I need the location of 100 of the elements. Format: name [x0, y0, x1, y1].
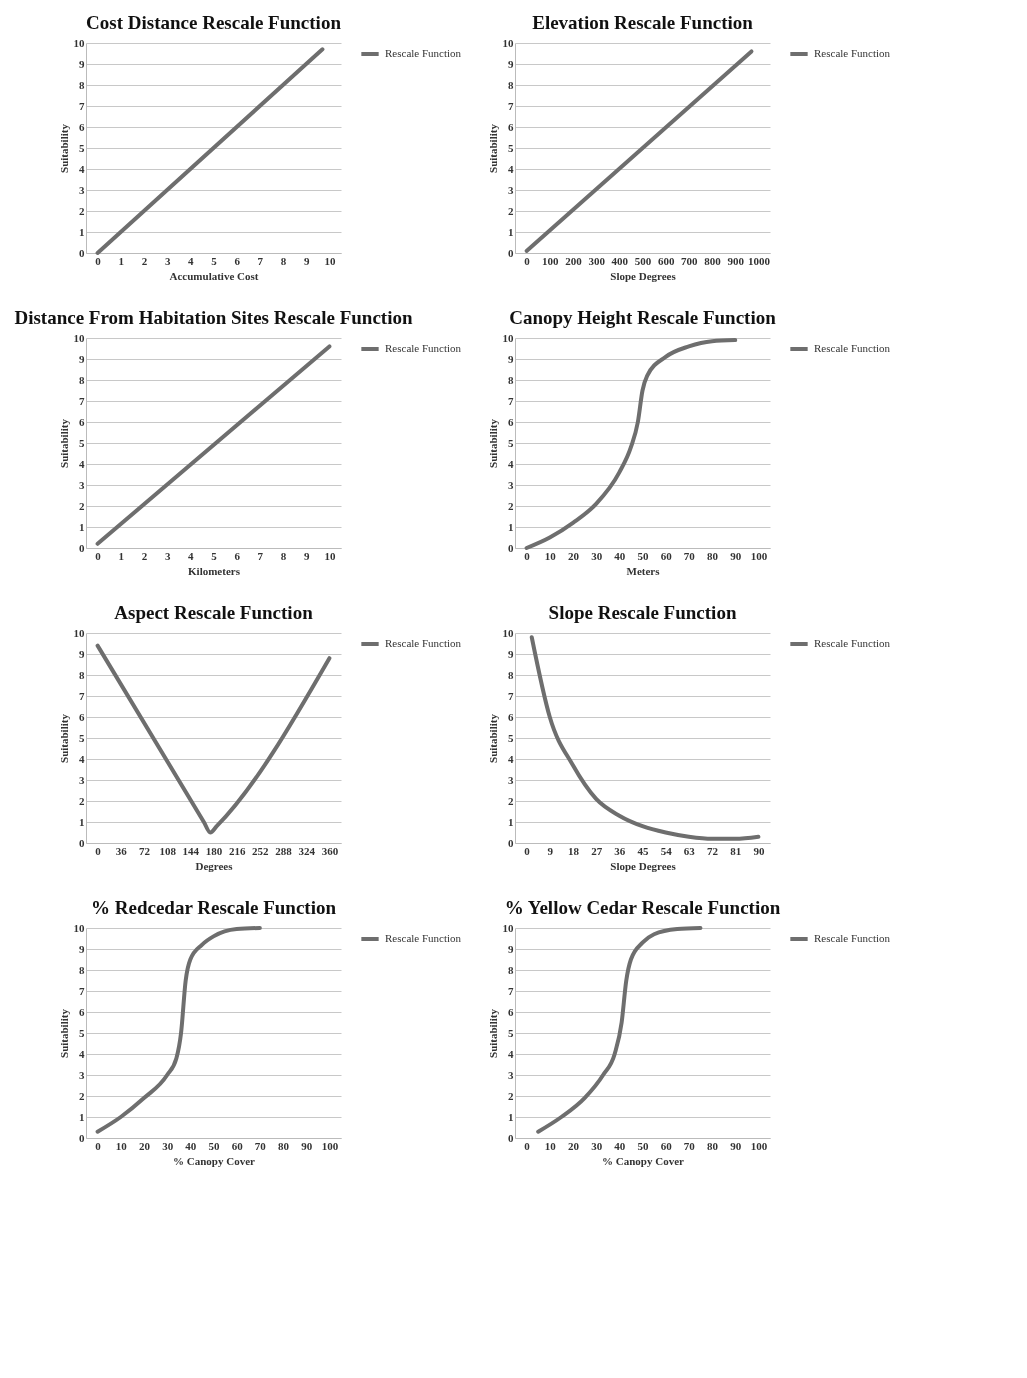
x-tick-label: 7: [257, 549, 264, 562]
y-tick-label: 7: [79, 689, 85, 702]
x-tick-label: 8: [280, 254, 287, 267]
y-axis-title: Suitability: [486, 123, 499, 173]
x-tick-label: 90: [301, 1139, 313, 1152]
x-tick-label: 10: [544, 549, 557, 562]
y-tick-label: 9: [508, 942, 514, 955]
x-tick-label: 3: [164, 549, 171, 562]
y-tick-label: 5: [79, 1026, 85, 1039]
y-tick-label: 1: [508, 520, 514, 533]
y-tick-label: 10: [502, 921, 514, 934]
y-tick-label: 9: [79, 647, 85, 660]
line-series: [524, 338, 738, 550]
y-tick-label: 10: [502, 36, 514, 49]
x-tick-label: 70: [683, 549, 696, 562]
x-tick-label: 500: [634, 254, 652, 267]
y-tick-label: 8: [79, 373, 85, 386]
y-axis-title: Suitability: [57, 123, 70, 173]
y-tick-label: 3: [508, 773, 514, 786]
x-tick-label: 54: [660, 844, 673, 857]
y-axis-title: Suitability: [486, 418, 499, 468]
legend-label: Rescale Function: [385, 47, 462, 59]
y-tick-label: 10: [73, 626, 85, 639]
x-tick-label: 0: [524, 549, 531, 562]
x-tick-label: 800: [704, 254, 722, 267]
x-axis-title: % Canopy Cover: [602, 1154, 685, 1167]
y-tick-label: 9: [79, 57, 85, 70]
x-tick-label: 5: [211, 254, 218, 267]
x-tick-label: 7: [257, 254, 264, 267]
x-tick-label: 36: [614, 844, 626, 857]
y-tick-label: 7: [79, 394, 85, 407]
y-tick-label: 5: [508, 731, 514, 744]
y-tick-label: 8: [508, 78, 514, 91]
x-tick-label: 40: [185, 1139, 197, 1152]
x-tick-label: 80: [707, 1139, 719, 1152]
chart-title: Elevation Rescale Function: [532, 12, 754, 33]
x-tick-label: 400: [611, 254, 629, 267]
x-tick-label: 9: [547, 844, 554, 857]
x-tick-label: 0: [524, 1139, 531, 1152]
y-axis-title: Suitability: [486, 713, 499, 763]
x-axis-title: Kilometers: [188, 564, 241, 577]
y-tick-label: 1: [508, 1110, 514, 1123]
y-tick-label: 7: [79, 99, 85, 112]
x-tick-label: 100: [750, 549, 768, 562]
y-tick-label: 2: [79, 794, 85, 807]
y-tick-label: 3: [79, 773, 85, 786]
y-tick-label: 3: [79, 1068, 85, 1081]
x-tick-label: 70: [683, 1139, 696, 1152]
x-tick-label: 10: [324, 254, 336, 267]
y-tick-label: 2: [79, 499, 85, 512]
y-tick-label: 5: [508, 436, 514, 449]
x-tick-label: 600: [657, 254, 675, 267]
y-tick-label: 6: [508, 120, 514, 133]
y-tick-label: 5: [508, 141, 514, 154]
y-tick-label: 0: [79, 246, 85, 259]
y-tick-label: 0: [508, 246, 514, 259]
x-tick-label: 0: [95, 1139, 102, 1152]
x-tick-label: 81: [730, 844, 742, 857]
x-tick-label: 6: [234, 254, 241, 267]
legend-label: Rescale Function: [385, 932, 462, 944]
x-tick-label: 288: [275, 844, 293, 857]
chart-title: Cost Distance Rescale Function: [86, 12, 342, 33]
chart-title: % Redcedar Rescale Function: [90, 897, 337, 918]
x-tick-label: 0: [95, 549, 102, 562]
x-axis-title: % Canopy Cover: [173, 1154, 256, 1167]
y-axis-title: Suitability: [57, 418, 70, 468]
x-tick-label: 4: [188, 254, 195, 267]
legend-label: Rescale Function: [385, 342, 462, 354]
y-tick-label: 4: [79, 162, 85, 175]
y-axis-title: Suitability: [57, 713, 70, 763]
x-tick-label: 20: [567, 1139, 580, 1152]
x-tick-label: 10: [115, 1139, 128, 1152]
y-tick-label: 7: [508, 689, 514, 702]
legend-label: Rescale Function: [814, 637, 891, 649]
x-tick-label: 72: [138, 844, 151, 857]
x-tick-label: 60: [660, 1139, 673, 1152]
x-tick-label: 324: [298, 844, 316, 857]
x-tick-label: 4: [188, 549, 195, 562]
y-tick-label: 0: [79, 836, 85, 849]
x-tick-label: 252: [252, 844, 270, 857]
x-tick-label: 18: [567, 844, 580, 857]
y-tick-label: 7: [79, 984, 85, 997]
y-tick-label: 4: [508, 457, 514, 470]
x-tick-label: 20: [567, 549, 580, 562]
y-tick-label: 0: [508, 836, 514, 849]
x-tick-label: 216: [228, 844, 246, 857]
x-tick-label: 40: [614, 1139, 626, 1152]
x-tick-label: 70: [254, 1139, 267, 1152]
x-tick-label: 40: [614, 549, 626, 562]
line-series: [95, 643, 332, 835]
x-tick-label: 90: [730, 1139, 742, 1152]
line-series: [95, 926, 262, 1134]
y-tick-label: 6: [508, 415, 514, 428]
y-tick-label: 8: [508, 963, 514, 976]
legend-label: Rescale Function: [385, 637, 462, 649]
x-tick-label: 9: [303, 254, 310, 267]
x-tick-label: 30: [162, 1139, 174, 1152]
y-tick-label: 3: [508, 478, 514, 491]
x-axis-title: Slope Degrees: [610, 859, 677, 872]
x-axis-title: Accumulative Cost: [169, 269, 259, 282]
